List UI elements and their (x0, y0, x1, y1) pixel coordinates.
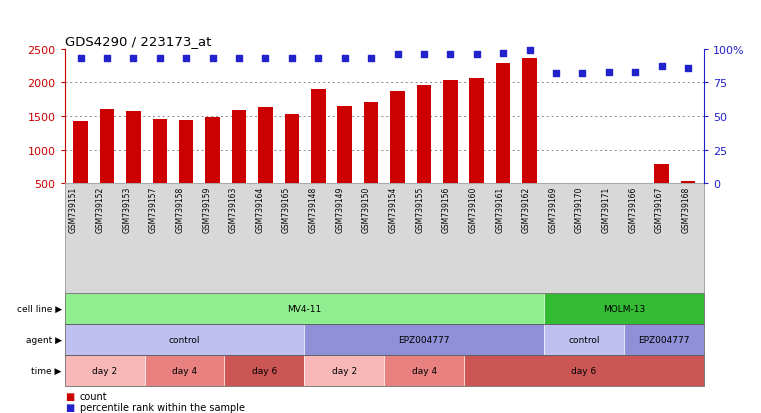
Text: GSM739152: GSM739152 (96, 186, 105, 232)
Text: GSM739157: GSM739157 (149, 186, 158, 232)
Bar (100, 110, 114, 217)
Text: day 6: day 6 (252, 366, 277, 375)
Bar (601, 209, 616, 217)
Bar (73, 121, 88, 217)
Point (365, 56, 377, 62)
Point (101, 56, 113, 62)
Text: GSM739171: GSM739171 (602, 186, 610, 232)
Text: GSM739163: GSM739163 (229, 186, 238, 232)
Text: MV4-11: MV4-11 (287, 304, 322, 313)
Bar (522, 59, 537, 217)
Text: percentile rank within the sample: percentile rank within the sample (80, 402, 245, 412)
Point (127, 56, 139, 62)
Text: GSM739159: GSM739159 (202, 186, 212, 232)
Text: day 4: day 4 (172, 366, 197, 375)
Bar (258, 108, 272, 217)
Bar (285, 115, 299, 217)
Text: cell line ▶: cell line ▶ (17, 304, 62, 313)
Bar (496, 64, 511, 217)
Bar (443, 81, 457, 217)
Text: GSM739150: GSM739150 (362, 186, 371, 232)
Point (206, 56, 218, 62)
Text: time ▶: time ▶ (31, 366, 62, 375)
Bar (311, 90, 326, 217)
Text: GSM739164: GSM739164 (256, 186, 265, 232)
Bar (152, 120, 167, 217)
Point (260, 56, 272, 62)
Text: GSM739149: GSM739149 (336, 186, 345, 232)
Point (444, 52, 457, 58)
Text: GSM739167: GSM739167 (655, 186, 664, 232)
Bar (575, 214, 590, 217)
Point (312, 56, 324, 62)
Text: GSM739165: GSM739165 (282, 186, 291, 232)
Text: GSM739153: GSM739153 (123, 186, 132, 232)
Point (418, 52, 430, 58)
Text: GSM739156: GSM739156 (442, 186, 451, 232)
Text: control: control (169, 335, 200, 344)
Text: GSM739154: GSM739154 (389, 186, 398, 232)
Text: GDS4290 / 223173_at: GDS4290 / 223173_at (65, 36, 211, 48)
Bar (628, 211, 642, 217)
Bar (337, 107, 352, 217)
Text: EPZ004777: EPZ004777 (399, 335, 450, 344)
Text: control: control (568, 335, 600, 344)
Point (233, 56, 245, 62)
Bar (179, 121, 193, 217)
Text: GSM739170: GSM739170 (575, 186, 584, 232)
Point (339, 56, 351, 62)
Text: count: count (80, 392, 107, 401)
Point (286, 56, 298, 62)
Point (629, 69, 642, 76)
Point (154, 56, 166, 62)
Point (391, 52, 403, 58)
Text: MOLM-13: MOLM-13 (603, 304, 645, 313)
Text: GSM739151: GSM739151 (69, 186, 78, 232)
Text: GSM739161: GSM739161 (495, 186, 504, 232)
Text: GSM739158: GSM739158 (176, 186, 185, 232)
Point (75, 56, 87, 62)
Bar (549, 214, 563, 217)
Point (470, 52, 482, 58)
Point (682, 65, 694, 72)
Bar (126, 112, 141, 217)
Text: GSM739160: GSM739160 (469, 186, 478, 232)
Bar (470, 79, 484, 217)
Text: day 6: day 6 (572, 366, 597, 375)
Text: GSM739162: GSM739162 (522, 186, 531, 232)
Point (524, 47, 536, 54)
Bar (654, 164, 669, 217)
Bar (364, 102, 378, 217)
Text: day 2: day 2 (92, 366, 117, 375)
Bar (681, 181, 696, 217)
Text: GSM739148: GSM739148 (309, 186, 318, 232)
Point (655, 64, 667, 70)
Point (576, 71, 588, 77)
Point (180, 56, 193, 62)
Point (603, 69, 615, 76)
Text: ■: ■ (65, 402, 74, 412)
Point (550, 71, 562, 77)
Text: GSM739155: GSM739155 (416, 186, 425, 232)
Bar (417, 86, 431, 217)
Text: ■: ■ (65, 392, 74, 401)
Text: day 2: day 2 (332, 366, 357, 375)
Point (497, 50, 509, 57)
Bar (390, 92, 405, 217)
Text: day 4: day 4 (412, 366, 437, 375)
Text: GSM739166: GSM739166 (629, 186, 638, 232)
Bar (232, 111, 247, 217)
Text: GSM739168: GSM739168 (682, 186, 691, 232)
Text: agent ▶: agent ▶ (26, 335, 62, 344)
Bar (205, 118, 220, 217)
Text: EPZ004777: EPZ004777 (638, 335, 689, 344)
Text: GSM739169: GSM739169 (549, 186, 557, 232)
